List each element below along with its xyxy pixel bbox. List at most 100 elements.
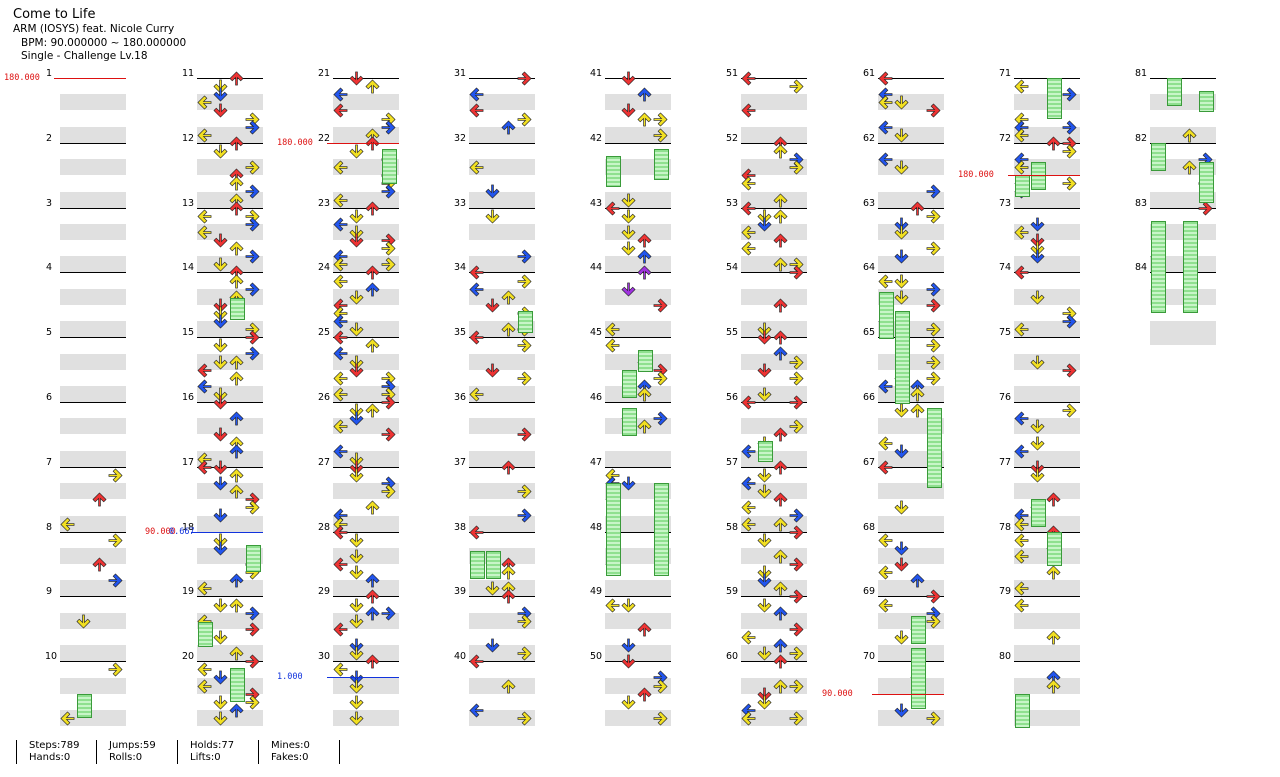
down-arrow-icon [349,695,364,710]
bpm-change-label: 90.000 [822,688,853,699]
measure-number: 30 [318,651,331,663]
measure-line [741,272,807,274]
up-arrow-icon [229,241,244,256]
right-arrow-icon [789,557,804,572]
down-arrow-icon [894,217,909,232]
left-arrow-icon [333,387,348,402]
beat-strip [60,612,126,629]
beat-strip [60,580,126,597]
beat-strip [741,126,807,143]
chart-difficulty: Single - Challenge Lv.18 [21,50,148,62]
down-arrow-icon [213,355,228,370]
right-arrow-icon [381,120,396,135]
down-arrow-icon [894,444,909,459]
left-arrow-icon [1014,411,1029,426]
up-arrow-icon [1046,565,1061,580]
right-arrow-icon [245,160,260,175]
beat-strip [60,288,126,305]
measure-line [333,402,399,403]
measure-line [469,337,535,339]
down-arrow-icon [349,322,364,337]
beat-strip [469,450,535,467]
bpm-change-line [54,78,126,79]
up-arrow-icon [773,638,788,653]
right-arrow-icon [517,371,532,386]
down-arrow-icon [757,363,772,378]
down-arrow-icon [349,144,364,159]
left-arrow-icon [197,379,212,394]
left-arrow-icon [878,95,893,110]
right-arrow-icon [517,646,532,661]
hold-note [1031,162,1046,191]
left-arrow-icon [741,500,756,515]
up-arrow-icon [365,606,380,620]
left-arrow-icon [1014,79,1029,94]
measure-line [605,466,671,468]
left-arrow-icon [197,678,212,694]
measure-number: 48 [590,521,603,533]
left-arrow-icon [878,533,893,548]
right-arrow-icon [245,695,260,710]
down-arrow-icon [757,468,772,483]
beat-strip [878,159,944,176]
measure-line [1014,402,1080,403]
measure-number: 44 [590,262,603,274]
measure-line [60,272,126,274]
measure-number: 41 [590,68,603,79]
left-arrow-icon [469,87,484,102]
measure-line [469,272,535,274]
measure-line [605,661,671,663]
left-arrow-icon [1014,225,1029,240]
left-arrow-icon [333,103,348,118]
hold-note [911,615,926,644]
measure-number: 71 [999,68,1012,79]
beat-strip [878,288,944,305]
left-arrow-icon [197,128,212,143]
hold-note [1047,531,1062,566]
down-arrow-icon [757,565,772,580]
down-arrow-icon [757,646,772,661]
down-arrow-icon [349,411,364,426]
left-arrow-icon [197,363,212,378]
down-arrow-icon [1030,217,1045,232]
beat-strip [1150,329,1216,346]
beat-strip [60,709,126,726]
beat-strip [605,709,671,726]
measure-number: 24 [318,262,331,274]
right-arrow-icon [517,71,532,86]
down-arrow-icon [349,225,364,240]
measure-number: 82 [1135,132,1148,144]
down-arrow-icon [894,160,909,175]
hold-note [1047,78,1062,119]
down-arrow-icon [894,274,909,289]
right-arrow-icon [789,265,804,280]
beat-strip [469,515,535,532]
beat-strip [878,191,944,208]
measure-number: 22 [318,132,331,144]
beat-strip [333,256,399,273]
down-arrow-icon [621,193,636,208]
left-arrow-icon [333,192,348,208]
measure-number: 13 [182,197,195,209]
beat-strip [469,612,535,629]
measure-line [1014,207,1080,209]
left-arrow-icon [469,330,484,345]
bpm-change-line [191,531,263,533]
left-arrow-icon [741,476,756,491]
left-arrow-icon [197,460,212,475]
measure-line [878,596,944,598]
down-arrow-icon [76,614,91,629]
right-arrow-icon [1062,87,1077,102]
left-arrow-icon [333,346,348,361]
beat-strip [469,645,535,662]
beat-strip [605,256,671,273]
left-arrow-icon [1014,549,1029,564]
beat-strip [197,450,263,467]
left-arrow-icon [741,201,756,216]
up-arrow-icon [365,573,380,588]
down-arrow-icon [213,257,228,272]
right-arrow-icon [245,346,260,361]
up-arrow-icon [1046,678,1061,693]
measure-line [469,78,535,79]
